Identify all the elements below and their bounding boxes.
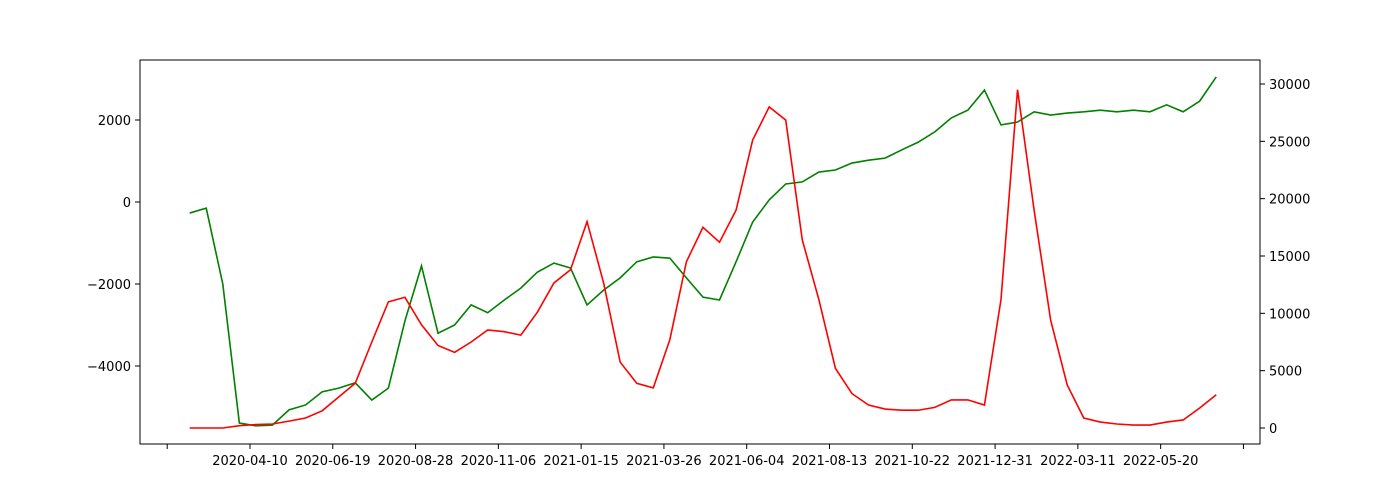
y-tick-label: −2000 [87,278,131,293]
y-tick-label: 2000 [98,114,131,129]
x-tick-label: 2021-03-26 [626,454,702,469]
x-tick-label: 2020-08-28 [378,454,454,469]
y-tick-label: −4000 [87,360,131,375]
y2-tick-label: 5000 [1269,365,1302,380]
x-tick-label: 2020-04-10 [212,454,288,469]
series-line [189,76,1217,427]
y-tick-label: 0 [123,196,131,211]
x-tick-label: 2021-01-15 [543,454,619,469]
series-line [189,89,1217,429]
y2-tick-label: 30000 [1269,78,1310,93]
y2-tick-label: 25000 [1269,135,1310,150]
x-tick-label: 2020-06-19 [295,454,371,469]
plot-frame [139,59,1261,445]
y2-tick-label: 0 [1269,422,1277,437]
y2-tick-label: 15000 [1269,250,1310,265]
x-tick-label: 2022-05-20 [1123,454,1199,469]
y2-tick-label: 10000 [1269,307,1310,322]
x-tick-label: 2020-11-06 [461,454,537,469]
x-tick-label: 2021-12-31 [957,454,1033,469]
x-tick-label: 2021-06-04 [709,454,785,469]
x-tick-label: 2022-03-11 [1040,454,1116,469]
y2-tick-label: 20000 [1269,193,1310,208]
x-tick-label: 2021-10-22 [875,454,951,469]
x-tick-label: 2021-08-13 [792,454,868,469]
